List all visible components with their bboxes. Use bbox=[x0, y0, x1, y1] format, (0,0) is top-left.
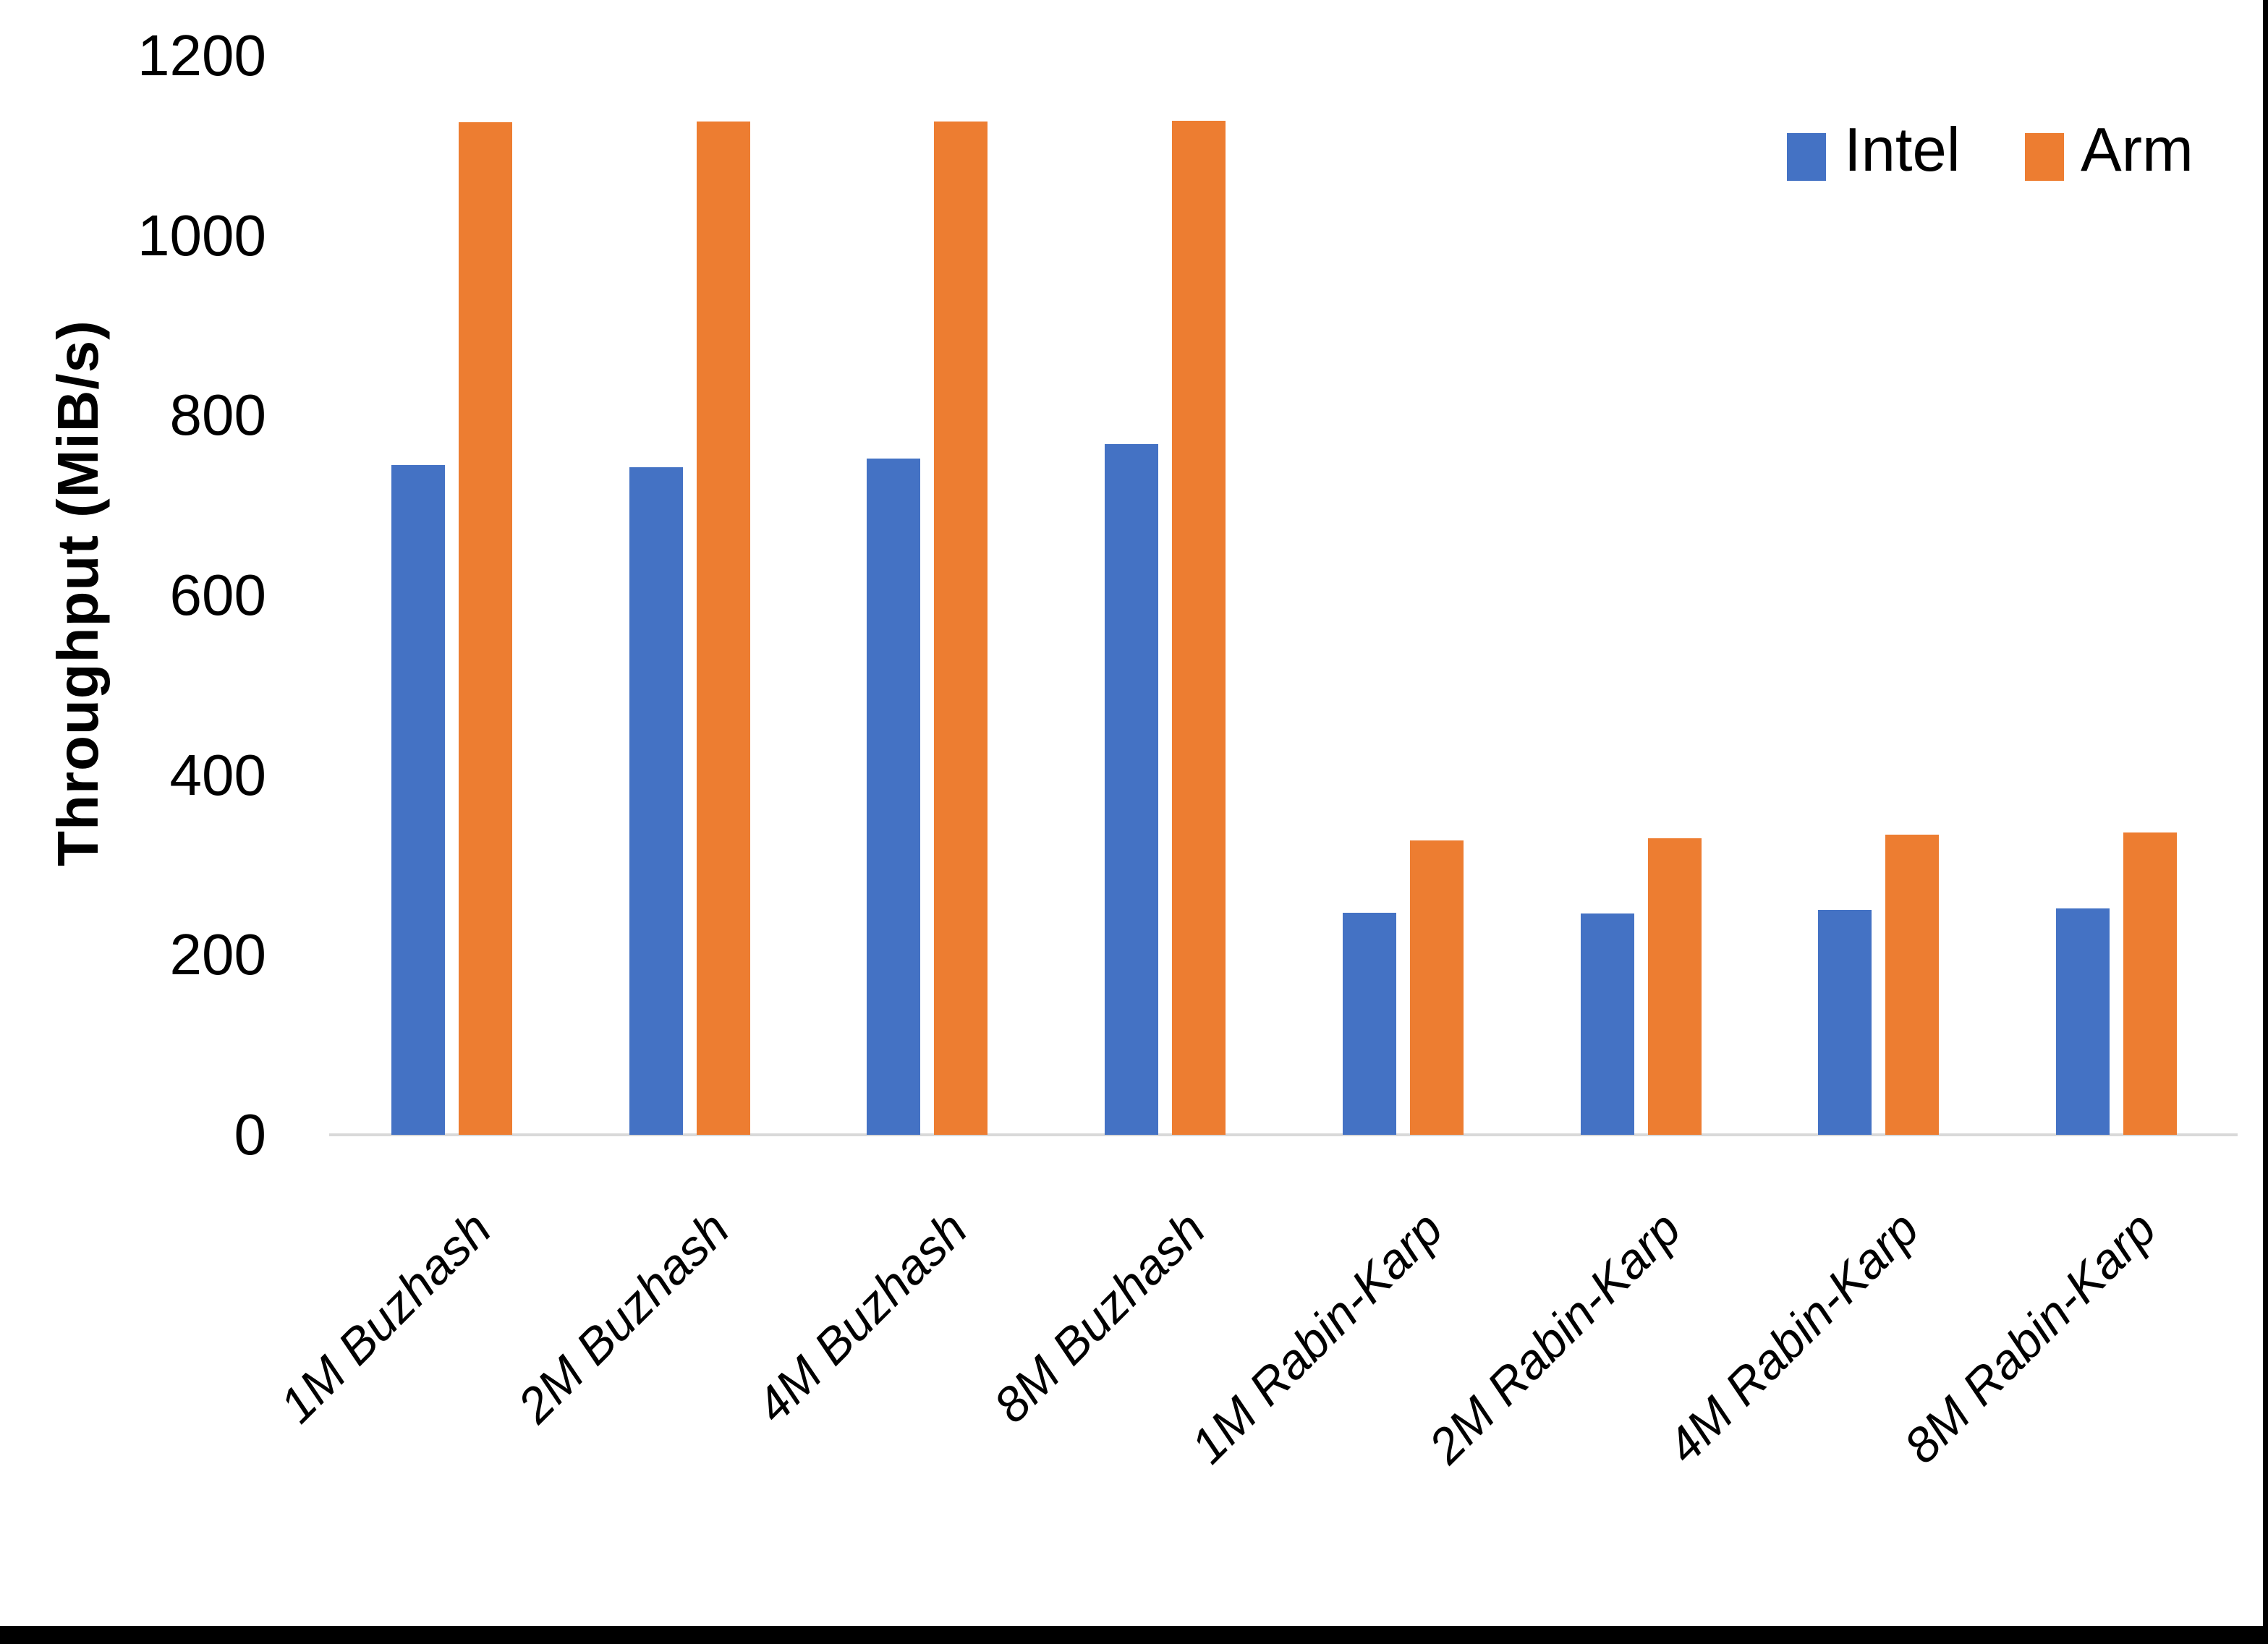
bar-arm-4m-rabin-karp bbox=[1885, 834, 1940, 1135]
x-category-label-1m-rabin-karp: 1M Rabin-Karp bbox=[1180, 1201, 1453, 1474]
x-category-label-2m-rabin-karp: 2M Rabin-Karp bbox=[1418, 1201, 1691, 1474]
bar-intel-4m-rabin-karp bbox=[1818, 910, 1872, 1135]
x-category-label-4m-buzhash: 4M Buzhash bbox=[745, 1201, 978, 1434]
window-right-edge bbox=[2263, 0, 2268, 1644]
bar-intel-1m-buzhash bbox=[391, 464, 445, 1135]
bar-intel-4m-buzhash bbox=[867, 459, 921, 1135]
x-category-label-4m-rabin-karp: 4M Rabin-Karp bbox=[1656, 1201, 1929, 1474]
x-category-label-8m-buzhash: 8M Buzhash bbox=[983, 1201, 1216, 1434]
bar-intel-2m-rabin-karp bbox=[1580, 913, 1634, 1135]
x-axis-line bbox=[329, 1133, 2238, 1136]
bar-intel-2m-buzhash bbox=[629, 467, 683, 1135]
bar-intel-8m-buzhash bbox=[1105, 444, 1159, 1135]
y-tick-label-800: 800 bbox=[169, 383, 266, 448]
bar-arm-4m-buzhash bbox=[934, 121, 988, 1135]
legend-label-arm: Arm bbox=[2081, 116, 2193, 184]
bar-arm-8m-rabin-karp bbox=[2123, 832, 2178, 1135]
bar-arm-2m-rabin-karp bbox=[1647, 838, 1702, 1135]
legend-swatch-intel bbox=[1787, 133, 1826, 181]
y-tick-label-400: 400 bbox=[169, 742, 266, 807]
bar-arm-1m-rabin-karp bbox=[1409, 840, 1464, 1135]
bar-arm-1m-buzhash bbox=[458, 122, 512, 1135]
y-tick-label-600: 600 bbox=[169, 563, 266, 627]
bar-intel-8m-rabin-karp bbox=[2056, 908, 2110, 1135]
bar-arm-2m-buzhash bbox=[696, 121, 750, 1135]
legend-label-intel: Intel bbox=[1844, 116, 1961, 184]
y-tick-label-0: 0 bbox=[234, 1102, 267, 1167]
bar-intel-1m-rabin-karp bbox=[1342, 912, 1396, 1135]
window-bottom-edge bbox=[0, 1626, 2268, 1644]
y-tick-label-200: 200 bbox=[169, 922, 266, 987]
y-tick-label-1200: 1200 bbox=[137, 23, 266, 88]
bar-arm-8m-buzhash bbox=[1172, 120, 1226, 1135]
x-category-label-8m-rabin-karp: 8M Rabin-Karp bbox=[1893, 1201, 2167, 1474]
x-category-label-2m-buzhash: 2M Buzhash bbox=[507, 1201, 740, 1434]
legend-swatch-arm bbox=[2025, 133, 2064, 181]
y-tick-label-1000: 1000 bbox=[137, 203, 266, 268]
x-category-label-1m-buzhash: 1M Buzhash bbox=[269, 1201, 502, 1434]
